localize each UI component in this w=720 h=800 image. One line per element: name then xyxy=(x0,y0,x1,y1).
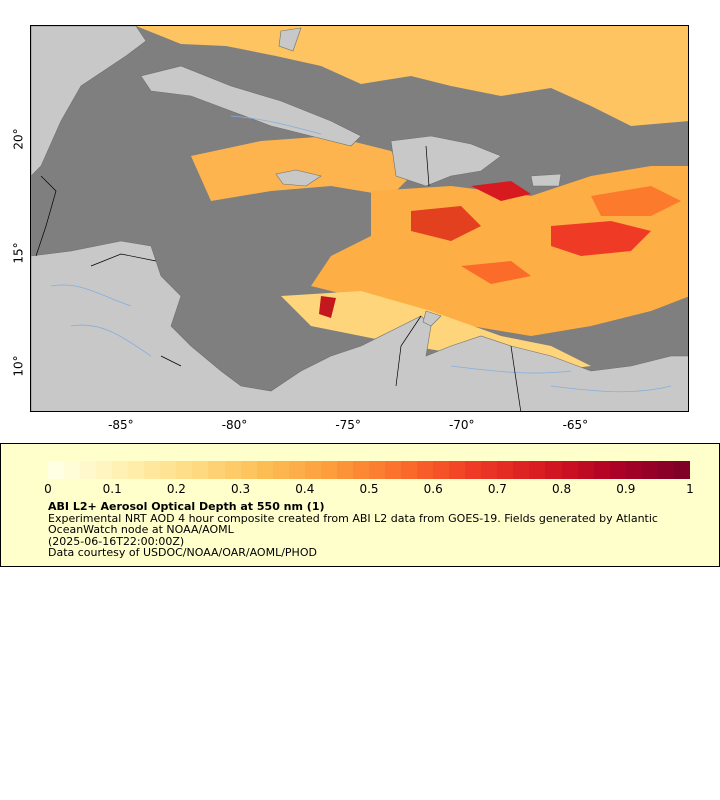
legend-text: ABI L2+ Aerosol Optical Depth at 550 nm … xyxy=(48,501,698,559)
colorbar-bin xyxy=(401,461,418,479)
colorbar-bin xyxy=(240,461,257,479)
colorbar-tick-label: 0.2 xyxy=(166,482,186,496)
colorbar-tick-label: 1 xyxy=(686,482,694,496)
borders xyxy=(35,145,522,411)
rivers xyxy=(50,115,672,393)
latitude-tick-label: 20° xyxy=(11,128,26,150)
land xyxy=(31,26,688,411)
colorbar-bin xyxy=(577,461,594,479)
colorbar-bin xyxy=(352,461,369,479)
colorbar-tick-label: 0.9 xyxy=(616,482,636,496)
colorbar-bin xyxy=(657,461,674,479)
colorbar-bin xyxy=(192,461,209,479)
longitude-tick-label: -75° xyxy=(335,418,361,432)
colorbar xyxy=(48,461,690,479)
colorbar-bin xyxy=(593,461,610,479)
legend-credit: Data courtesy of USDOC/NOAA/OAR/AOML/PHO… xyxy=(48,546,317,559)
map-canvas xyxy=(31,26,688,411)
colorbar-ticks: 0 0.1 0.2 0.3 0.4 0.5 0.6 0.7 0.8 0.9 1 xyxy=(44,479,694,496)
colorbar-bin xyxy=(176,461,193,479)
colorbar-bin xyxy=(449,461,466,479)
longitude-tick-label: -85° xyxy=(108,418,134,432)
legend-description: Experimental NRT AOD 4 hour composite cr… xyxy=(48,511,658,536)
colorbar-tick-label: 0.3 xyxy=(231,482,251,496)
colorbar-bin xyxy=(673,461,690,479)
colorbar-bin xyxy=(465,461,482,479)
colorbar-bin xyxy=(529,461,546,479)
colorbar-bin xyxy=(272,461,289,479)
colorbar-bin xyxy=(160,461,177,479)
colorbar-tick-label: 0.4 xyxy=(295,482,315,496)
colorbar-bin xyxy=(48,461,65,479)
colorbar-bin xyxy=(144,461,161,479)
colorbar-bin xyxy=(433,461,450,479)
colorbar-bin xyxy=(561,461,578,479)
colorbar-bin xyxy=(96,461,113,479)
colorbar-bin xyxy=(336,461,353,479)
longitude-tick-label: -65° xyxy=(562,418,589,432)
colorbar-tick-label: 0.7 xyxy=(487,482,507,496)
colorbar-tick-label: 0.8 xyxy=(552,482,572,496)
colorbar-bin xyxy=(513,461,530,479)
colorbar-bin xyxy=(497,461,514,479)
legend-panel: 0 0.1 0.2 0.3 0.4 0.5 0.6 0.7 0.8 0.9 1 ABI L2+ Ae… xyxy=(0,443,720,567)
colorbar-bin xyxy=(320,461,337,479)
longitude-tick-label: -80° xyxy=(221,418,248,432)
colorbar-bin xyxy=(80,461,97,479)
latitude-tick-label: 10° xyxy=(11,355,26,378)
colorbar-bin xyxy=(224,461,241,479)
colorbar-bin xyxy=(625,461,642,479)
colorbar-bin xyxy=(64,461,81,479)
colorbar-bin xyxy=(609,461,626,479)
colorbar-bin xyxy=(368,461,385,479)
colorbar-bin xyxy=(208,461,225,479)
colorbar-bin xyxy=(112,461,129,479)
aerosol-map xyxy=(30,25,689,412)
colorbar-bin xyxy=(304,461,321,479)
latitude-tick-label: 15° xyxy=(11,242,26,264)
colorbar-bin xyxy=(256,461,273,479)
colorbar-bin xyxy=(288,461,305,479)
longitude-tick-label: -70° xyxy=(448,418,475,432)
colorbar-bin xyxy=(417,461,434,479)
colorbar-bin xyxy=(128,461,145,479)
colorbar-bin xyxy=(384,461,402,479)
colorbar-tick-label: 0.6 xyxy=(423,482,443,496)
colorbar-tick-label: 0 xyxy=(44,482,52,496)
legend-time: (2025-06-16T22:00:00Z) xyxy=(48,534,185,548)
colorbar-bin xyxy=(641,461,658,479)
legend-title: ABI L2+ Aerosol Optical Depth at 550 nm … xyxy=(48,500,325,513)
colorbar-tick-label: 0.5 xyxy=(359,482,379,496)
colorbar-bin xyxy=(481,461,498,479)
colorbar-bin xyxy=(545,461,562,479)
colorbar-tick-label: 0.1 xyxy=(102,482,122,496)
